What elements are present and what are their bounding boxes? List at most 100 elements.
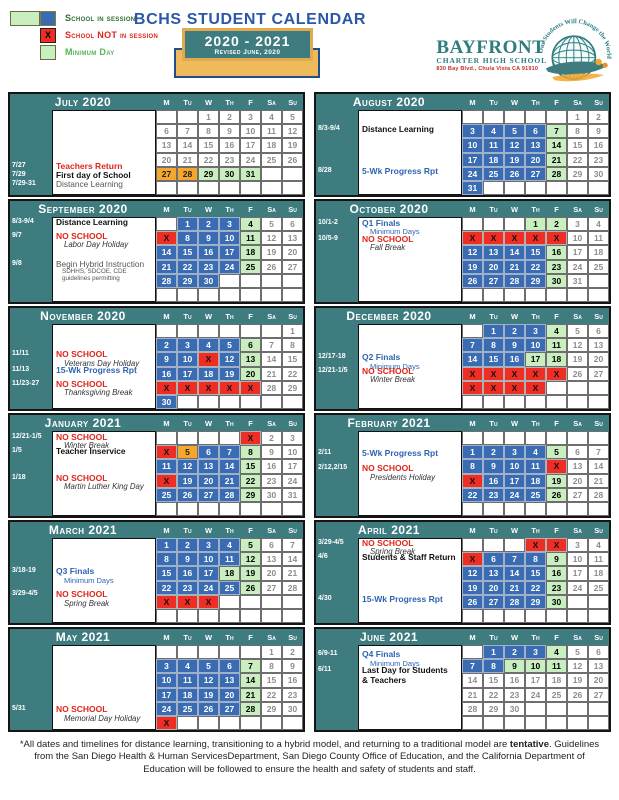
weekday-label: Tu (183, 204, 192, 214)
note-line: Last Day for Students (362, 665, 448, 676)
note: NO SCHOOL Thanksgiving Break (56, 379, 154, 398)
day-cell (177, 431, 198, 446)
school-address: 830 Bay Blvd., Chula Vista CA 91910 (436, 65, 539, 72)
day-cell: 10 (462, 138, 483, 153)
day-cell (219, 273, 240, 288)
note-date: 6/11 (318, 666, 332, 674)
day-cell: 16 (198, 245, 219, 260)
day-cell (483, 287, 504, 302)
note-date: 2/12,2/15 (318, 464, 348, 472)
day-cell: 19 (504, 152, 525, 167)
day-cell (567, 394, 588, 409)
note: NO SCHOOL Spring Break (362, 538, 460, 557)
day-cell: 2 (588, 110, 609, 125)
day-cell (240, 645, 261, 660)
note: Q1 Finals Minimum Days (362, 218, 460, 237)
note-line: Memorial Day Holiday (64, 713, 141, 723)
day-cell: 11 (177, 673, 198, 688)
day-cell: 1 (198, 110, 219, 125)
weekday-label: F (554, 632, 559, 642)
day-cell: 10 (177, 352, 198, 367)
note: Distance Learning (56, 217, 154, 227)
day-cell: 15 (567, 138, 588, 153)
day-cell (462, 217, 483, 232)
day-cell (219, 594, 240, 609)
day-cell: 10 (198, 552, 219, 567)
day-cell: 4 (525, 445, 546, 460)
month-notes: NO SCHOOL Memorial Day Holiday (52, 645, 156, 730)
note-line: NO SCHOOL (56, 431, 108, 442)
day-cell: 4 (219, 538, 240, 553)
day-cell: 27 (567, 487, 588, 502)
day-cell: 26 (240, 580, 261, 595)
day-cell (588, 273, 609, 288)
day-cell: X (462, 366, 483, 381)
day-cell: 4 (546, 324, 567, 339)
month-body: 3/18-19 3/29-4/5 Q3 Finals Minimum Days NO S… (10, 538, 303, 623)
day-cell: 11 (588, 231, 609, 246)
day-cell (261, 324, 282, 339)
day-cell: 5 (282, 110, 303, 125)
month-title: February 2021 (347, 416, 431, 430)
day-cell: 7 (240, 659, 261, 674)
day-cell (525, 287, 546, 302)
note-line: SDHHS, SDCOE, CDE (62, 268, 127, 276)
month-days: 1 2 3 4 5 6 7 8 9 10 11 X 13 14 X 16 17 18 19 20 21 22 23 24 25 2… (462, 431, 609, 516)
day-cell: 30 (219, 166, 240, 181)
day-cell: 14 (462, 673, 483, 688)
day-cell (504, 180, 525, 195)
weekday-label: Su (594, 525, 603, 535)
note-date: 5/31 (12, 705, 26, 713)
day-cell: 24 (198, 580, 219, 595)
day-cell: 17 (567, 566, 588, 581)
month-days: 1 2 3 4 X X X X X 10 11 12 13 14 15 16 17 18 19 20 21 22 23 24 2… (462, 217, 609, 302)
note-date: 4/30 (318, 595, 332, 603)
day-cell: X (483, 380, 504, 395)
day-cell (462, 394, 483, 409)
day-cell: X (240, 431, 261, 446)
note: NO SCHOOL Presidents Holiday (362, 464, 460, 482)
day-cell (156, 217, 177, 232)
day-cell: 27 (282, 259, 303, 274)
day-cell: 21 (504, 259, 525, 274)
day-cell: 24 (156, 701, 177, 716)
day-cell (546, 394, 567, 409)
day-cell: 15 (525, 245, 546, 260)
legend-swatches-session (10, 10, 60, 26)
day-cell: 16 (504, 673, 525, 688)
weekday-label: Su (288, 525, 297, 535)
day-cell: 13 (567, 459, 588, 474)
day-cell: 5 (198, 659, 219, 674)
month-sidebar: 5/31 (10, 645, 52, 730)
day-cell: 14 (261, 352, 282, 367)
day-cell: 3 (282, 431, 303, 446)
day-cell: 17 (282, 459, 303, 474)
note-line: NO SCHOOL (362, 463, 414, 474)
day-cell (588, 380, 609, 395)
day-cell: 13 (525, 138, 546, 153)
day-cell: 7 (462, 338, 483, 353)
day-cell: 2 (261, 431, 282, 446)
day-cell: 13 (483, 566, 504, 581)
note-date: 7/29-31 (12, 180, 36, 188)
month-panel: October 2020 M Tu W Th F Sa Su 10/1-2 10/5-9 Q1 Fi… (314, 199, 611, 304)
day-cell: 23 (282, 687, 303, 702)
day-cell: 19 (546, 473, 567, 488)
day-cell: 22 (567, 152, 588, 167)
day-cell: 6 (588, 324, 609, 339)
month-notes: Q4 Finals Minimum Days Last Day for Studen… (358, 645, 462, 730)
day-cell: 28 (177, 166, 198, 181)
day-cell (483, 715, 504, 730)
weekday-row: M Tu W Th F Sa Su (462, 98, 609, 107)
day-cell (282, 287, 303, 302)
month-title: June 2021 (359, 630, 419, 644)
day-cell (240, 287, 261, 302)
month-body: 3/29-4/5 4/6 4/30 NO SCHOOL Spring Break Stud… (316, 538, 609, 623)
note-line: 15-Wk Progress Rpt (362, 594, 443, 605)
day-cell: 8 (156, 552, 177, 567)
day-cell: 25 (546, 687, 567, 702)
day-cell: 3 (567, 538, 588, 553)
weekday-label: Tu (489, 632, 498, 642)
day-cell: 17 (525, 352, 546, 367)
weekday-label: Su (288, 204, 297, 214)
